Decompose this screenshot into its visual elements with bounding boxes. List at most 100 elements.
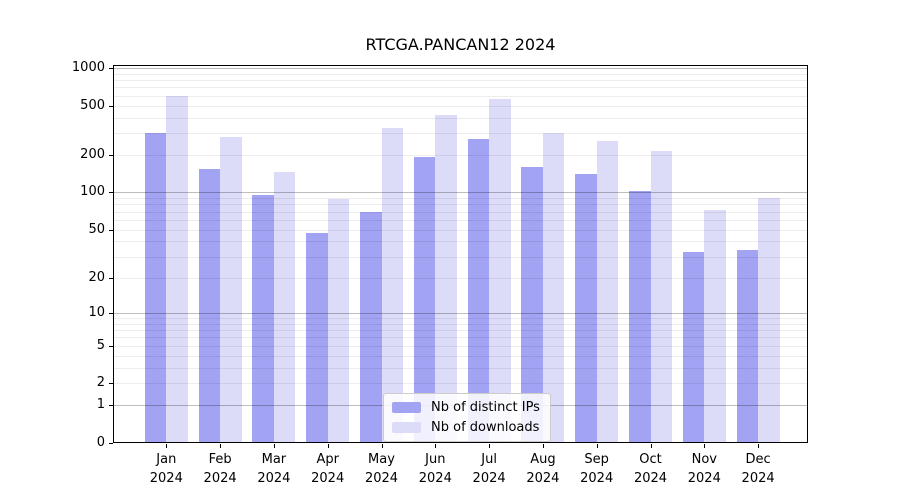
x-tick-label: Nov 2024 (687, 452, 721, 486)
major-gridline (113, 67, 808, 69)
minor-gridline (113, 337, 808, 339)
minor-gridline (113, 211, 808, 213)
minor-gridline (113, 241, 808, 243)
y-tick-label: 0 (96, 435, 105, 450)
y-tick-mark (109, 345, 113, 347)
x-tick-label: May 2024 (364, 452, 399, 486)
bar-downloads (542, 133, 565, 443)
grid-layer (113, 65, 808, 443)
minor-gridline (113, 277, 808, 279)
bar-downloads (758, 198, 780, 443)
bar-downloads (435, 115, 457, 443)
bar-downloads (381, 128, 403, 443)
y-tick-mark (109, 405, 113, 407)
minor-gridline (113, 198, 808, 200)
plot-area (113, 65, 808, 443)
minor-gridline (113, 73, 808, 75)
minor-gridline (113, 219, 808, 221)
y-tick-label: 100 (80, 184, 105, 200)
chart-title: RTCGA.PANCAN12 2024 (365, 35, 556, 54)
minor-gridline (113, 155, 808, 157)
bar-distinct-ips (736, 250, 759, 443)
bar-downloads (650, 151, 672, 443)
bar-distinct-ips (144, 133, 167, 443)
bar-distinct-ips (252, 195, 274, 443)
x-tick-label: Feb 2024 (203, 452, 237, 486)
y-tick-mark (109, 67, 113, 69)
bar-distinct-ips (521, 167, 543, 443)
x-tick-mark (220, 444, 222, 448)
bar-downloads (596, 141, 619, 443)
bar-distinct-ips (360, 211, 382, 443)
bar-downloads (704, 210, 726, 443)
bars-layer (113, 65, 808, 443)
x-tick-label: Jun 2024 (418, 452, 452, 486)
bar-distinct-ips (306, 232, 328, 443)
x-tick-mark (327, 444, 329, 448)
minor-gridline (113, 355, 808, 357)
y-tick-label: 1000 (71, 59, 105, 75)
bar-distinct-ips (198, 168, 221, 443)
minor-gridline (113, 133, 808, 135)
y-tick-label: 20 (88, 269, 105, 285)
legend-item-downloads: Nb of downloads (392, 420, 540, 435)
y-tick-label: 10 (88, 304, 105, 320)
bar-distinct-ips (413, 156, 436, 443)
y-tick-label: 5 (96, 337, 105, 353)
x-tick-mark (758, 444, 760, 448)
minor-gridline (113, 345, 808, 347)
x-tick-mark (273, 444, 275, 448)
y-tick-mark (109, 105, 113, 107)
x-tick-label: Apr 2024 (311, 452, 345, 486)
x-tick-mark (704, 444, 706, 448)
x-tick-label: Jan 2024 (149, 452, 183, 486)
y-tick-mark (109, 155, 113, 157)
x-tick-label: Sep 2024 (580, 452, 614, 486)
minor-gridline (113, 80, 808, 82)
bar-distinct-ips (629, 191, 651, 443)
minor-gridline (113, 323, 808, 325)
major-gridline (113, 312, 808, 314)
legend-label-downloads: Nb of downloads (431, 420, 540, 435)
legend-label-distinct-ips: Nb of distinct IPs (431, 400, 540, 415)
x-tick-label: Aug 2024 (526, 452, 560, 486)
legend-item-distinct-ips: Nb of distinct IPs (392, 400, 540, 415)
legend-swatch-distinct-ips (392, 402, 421, 413)
y-tick-mark (109, 383, 113, 385)
y-tick-mark (109, 312, 113, 314)
minor-gridline (113, 204, 808, 206)
y-tick-label: 500 (80, 97, 105, 113)
y-tick-mark (109, 277, 113, 279)
bar-downloads (166, 95, 188, 443)
bar-downloads (327, 199, 350, 443)
x-tick-mark (542, 444, 544, 448)
x-tick-mark (435, 444, 437, 448)
bar-distinct-ips (575, 174, 597, 443)
y-tick-mark (109, 229, 113, 231)
x-tick-mark (596, 444, 598, 448)
minor-gridline (113, 87, 808, 89)
minor-gridline (113, 318, 808, 320)
bar-downloads (273, 172, 296, 443)
minor-gridline (113, 95, 808, 97)
x-tick-mark (381, 444, 383, 448)
y-tick-mark (109, 443, 113, 444)
x-tick-mark (489, 444, 491, 448)
minor-gridline (113, 105, 808, 107)
x-tick-mark (166, 444, 168, 448)
legend-swatch-downloads (392, 422, 421, 433)
x-tick-mark (650, 444, 652, 448)
bar-distinct-ips (467, 138, 490, 443)
x-tick-label: Dec 2024 (741, 452, 775, 486)
minor-gridline (113, 117, 808, 119)
y-tick-mark (109, 192, 113, 194)
minor-gridline (113, 367, 808, 369)
bar-downloads (220, 136, 242, 443)
y-tick-label: 50 (88, 221, 105, 237)
y-tick-label: 2 (96, 375, 105, 391)
y-tick-label: 1 (96, 397, 105, 413)
minor-gridline (113, 256, 808, 258)
bar-distinct-ips (682, 251, 705, 443)
major-gridline (113, 192, 808, 194)
bar-downloads (489, 99, 511, 443)
